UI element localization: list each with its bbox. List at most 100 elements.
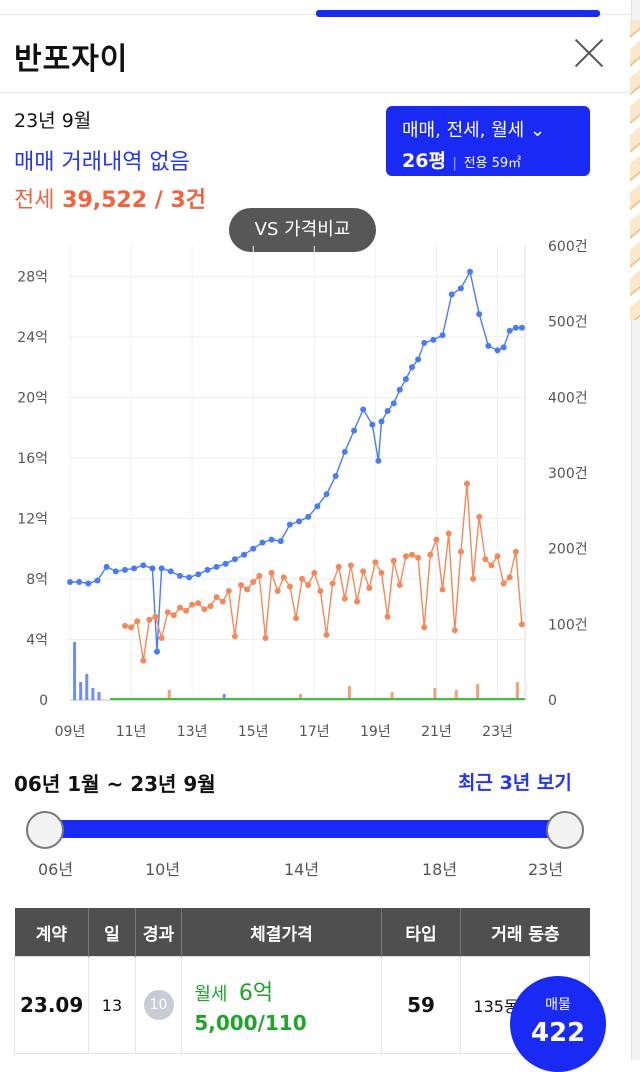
filter-size: 26평 | 전용 59㎡ [402, 150, 522, 172]
right-tick-label: 200건 [548, 542, 588, 558]
right-tick-label: 400건 [548, 390, 588, 406]
trade-filter-button[interactable]: 매매, 전세, 월세 ⌄ 26평 | 전용 59㎡ [386, 106, 590, 176]
series-point [140, 562, 147, 569]
col-type[interactable]: 타입 [381, 908, 462, 957]
series-point [259, 539, 266, 546]
table-row[interactable]: 23.09 13 10 월세 6억 5,000/110 59 135동 [13, 956, 590, 1054]
cell-day: 13 [88, 956, 136, 1054]
series-point [140, 657, 147, 664]
series-line [124, 483, 523, 661]
filter-pyeong: 26평 [402, 150, 446, 172]
price-compare-button[interactable]: VS 가격비교 [229, 208, 376, 252]
series-point [347, 562, 354, 569]
series-point [207, 603, 214, 610]
series-point [164, 609, 171, 616]
volume-bar [299, 694, 303, 700]
volume-bar [347, 686, 351, 700]
series-point [186, 574, 193, 581]
listings-fab[interactable]: 매물 422 [510, 976, 606, 1072]
series-point [372, 559, 379, 566]
series-point [421, 624, 428, 631]
series-point [250, 578, 257, 585]
price-line: 월세 6억 [194, 975, 380, 1007]
series-point [128, 624, 135, 631]
series-point [292, 615, 299, 622]
volume-bar [79, 682, 83, 700]
volume-bar [433, 688, 437, 700]
series-point [250, 545, 257, 552]
panel-drag-bar[interactable] [316, 10, 600, 17]
series-point [506, 327, 513, 334]
volume-bar [91, 688, 95, 700]
price-chart: 0 4억 8억 12억 16억 20억 24억 28억 0 100건 200건 300건 400건 500… [17, 239, 588, 740]
series-point [512, 548, 519, 555]
series-point [350, 427, 357, 434]
series-point [415, 356, 422, 363]
filter-types: 매매, 전세, 월세 ⌄ [402, 120, 546, 141]
series-point [384, 613, 391, 620]
series-point [158, 565, 165, 572]
series-point [506, 574, 513, 581]
volume-bar [476, 684, 480, 700]
volume-bar [222, 694, 226, 700]
range-handle-start[interactable] [26, 811, 64, 849]
x-tick-label: 13년 [177, 724, 208, 740]
left-tick-label: 16억 [17, 451, 48, 467]
price-type: 월세 [194, 984, 228, 1005]
series-point [305, 513, 312, 520]
series-point [286, 521, 293, 528]
series-point [332, 473, 339, 480]
col-day[interactable]: 일 [88, 908, 136, 957]
col-dong[interactable]: 거래 동층 [460, 908, 590, 957]
series-point [329, 580, 336, 587]
series-point [378, 569, 385, 576]
x-tick-label: 15년 [238, 724, 269, 740]
series-point [286, 583, 293, 590]
series-point [85, 580, 92, 587]
series-point [457, 285, 464, 292]
series-point [476, 513, 483, 520]
series-point [195, 600, 202, 607]
col-price[interactable]: 체결가격 [181, 908, 382, 957]
series-point [121, 622, 128, 629]
recent-3y-link[interactable]: 최근 3년 보기 [458, 772, 572, 794]
col-elapsed[interactable]: 경과 [135, 908, 183, 957]
series-point [360, 568, 367, 575]
close-icon[interactable] [570, 34, 608, 72]
series-point [500, 344, 507, 351]
series-point [421, 339, 428, 346]
series-point [189, 601, 196, 608]
right-tick-label: 600건 [548, 239, 588, 255]
background-map-strip [631, 0, 640, 1060]
series-point [121, 566, 128, 573]
series-point [354, 598, 361, 605]
volume-bar [454, 690, 458, 700]
series-point [323, 491, 330, 498]
price-main: 6억 [238, 981, 274, 1006]
range-handle-end[interactable] [546, 811, 584, 849]
series-point [231, 556, 238, 563]
series-point [360, 406, 367, 413]
page-title: 반포자이 [14, 42, 129, 77]
summary-date: 23년 9월 [14, 110, 92, 132]
series-point [375, 457, 382, 464]
series-point [451, 627, 458, 634]
filter-area: 전용 59㎡ [463, 156, 522, 171]
series-lines [67, 268, 525, 664]
background-map-edge [630, 20, 640, 320]
volume-bar [515, 682, 519, 700]
fab-count: 422 [530, 1018, 586, 1048]
series-point [67, 578, 73, 585]
series-point [485, 342, 492, 349]
col-contract[interactable]: 계약 [14, 908, 90, 957]
series-point [94, 577, 101, 584]
range-slider-track[interactable] [44, 820, 566, 838]
series-point [238, 581, 245, 588]
series-point [415, 554, 422, 561]
series-point [323, 631, 330, 638]
x-tick-label: 23년 [482, 724, 513, 740]
series-point [448, 291, 455, 298]
series-point [402, 553, 409, 560]
price-sub: 5,000/110 [194, 1011, 307, 1035]
series-point [311, 569, 318, 576]
